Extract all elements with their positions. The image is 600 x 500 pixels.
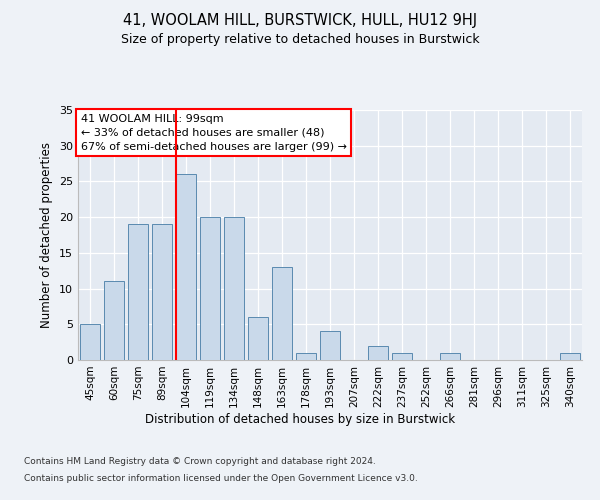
- Bar: [80, 324, 100, 360]
- Bar: [176, 174, 196, 360]
- Bar: [560, 353, 580, 360]
- Text: Distribution of detached houses by size in Burstwick: Distribution of detached houses by size …: [145, 412, 455, 426]
- Bar: [392, 353, 412, 360]
- Bar: [440, 353, 460, 360]
- Text: Contains HM Land Registry data © Crown copyright and database right 2024.: Contains HM Land Registry data © Crown c…: [24, 458, 376, 466]
- Text: Contains public sector information licensed under the Open Government Licence v3: Contains public sector information licen…: [24, 474, 418, 483]
- Bar: [152, 224, 172, 360]
- Bar: [224, 217, 244, 360]
- Text: Size of property relative to detached houses in Burstwick: Size of property relative to detached ho…: [121, 32, 479, 46]
- Bar: [128, 224, 148, 360]
- Bar: [272, 267, 292, 360]
- Y-axis label: Number of detached properties: Number of detached properties: [40, 142, 53, 328]
- Text: 41, WOOLAM HILL, BURSTWICK, HULL, HU12 9HJ: 41, WOOLAM HILL, BURSTWICK, HULL, HU12 9…: [123, 12, 477, 28]
- Bar: [200, 217, 220, 360]
- Bar: [104, 282, 124, 360]
- Bar: [320, 332, 340, 360]
- Bar: [296, 353, 316, 360]
- Bar: [248, 317, 268, 360]
- Text: 41 WOOLAM HILL: 99sqm
← 33% of detached houses are smaller (48)
67% of semi-deta: 41 WOOLAM HILL: 99sqm ← 33% of detached …: [80, 114, 347, 152]
- Bar: [368, 346, 388, 360]
